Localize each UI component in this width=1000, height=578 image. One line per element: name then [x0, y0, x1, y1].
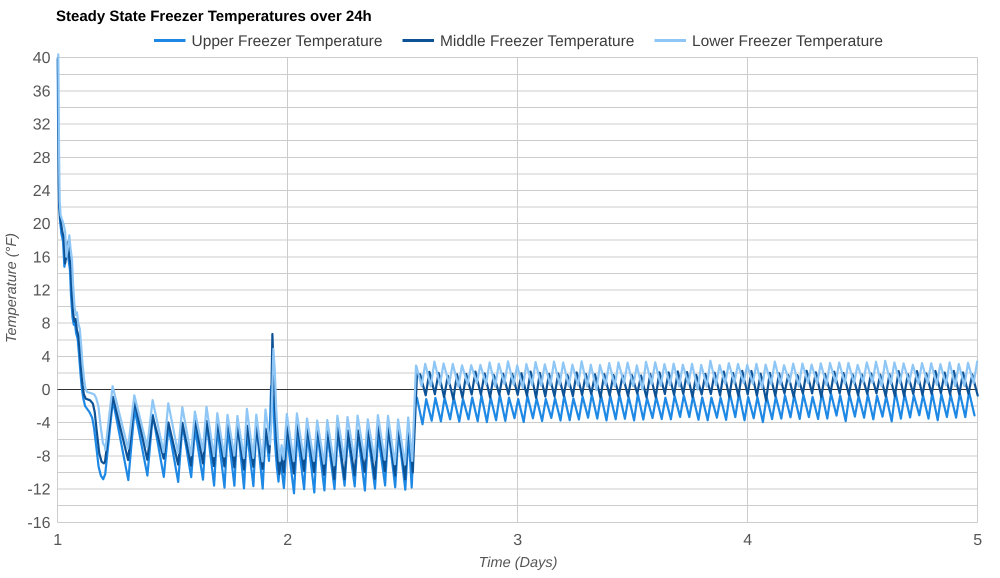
svg-text:40: 40	[33, 50, 51, 67]
svg-text:Steady State Freezer Temperatu: Steady State Freezer Temperatures over 2…	[56, 8, 372, 25]
svg-text:32: 32	[33, 117, 51, 134]
svg-text:Time (Days): Time (Days)	[479, 555, 558, 571]
svg-text:-12: -12	[27, 482, 50, 499]
svg-text:-4: -4	[36, 415, 50, 432]
svg-text:-8: -8	[36, 448, 50, 465]
svg-text:28: 28	[33, 150, 51, 167]
svg-text:8: 8	[42, 316, 51, 333]
svg-text:0: 0	[42, 382, 51, 399]
svg-text:4: 4	[42, 349, 51, 366]
svg-text:Lower Freezer Temperature: Lower Freezer Temperature	[692, 33, 883, 50]
svg-text:5: 5	[973, 532, 982, 549]
svg-text:-16: -16	[27, 515, 50, 532]
svg-text:1: 1	[53, 532, 62, 549]
svg-text:Middle Freezer Temperature: Middle Freezer Temperature	[440, 33, 634, 50]
svg-text:Upper Freezer Temperature: Upper Freezer Temperature	[192, 33, 383, 50]
svg-text:24: 24	[33, 183, 51, 200]
svg-text:2: 2	[283, 532, 292, 549]
svg-text:16: 16	[33, 249, 51, 266]
svg-text:4: 4	[743, 532, 752, 549]
svg-text:3: 3	[513, 532, 522, 549]
svg-text:20: 20	[33, 216, 51, 233]
svg-text:Temperature (°F): Temperature (°F)	[4, 233, 20, 343]
svg-text:12: 12	[33, 283, 51, 300]
svg-text:36: 36	[33, 83, 51, 100]
